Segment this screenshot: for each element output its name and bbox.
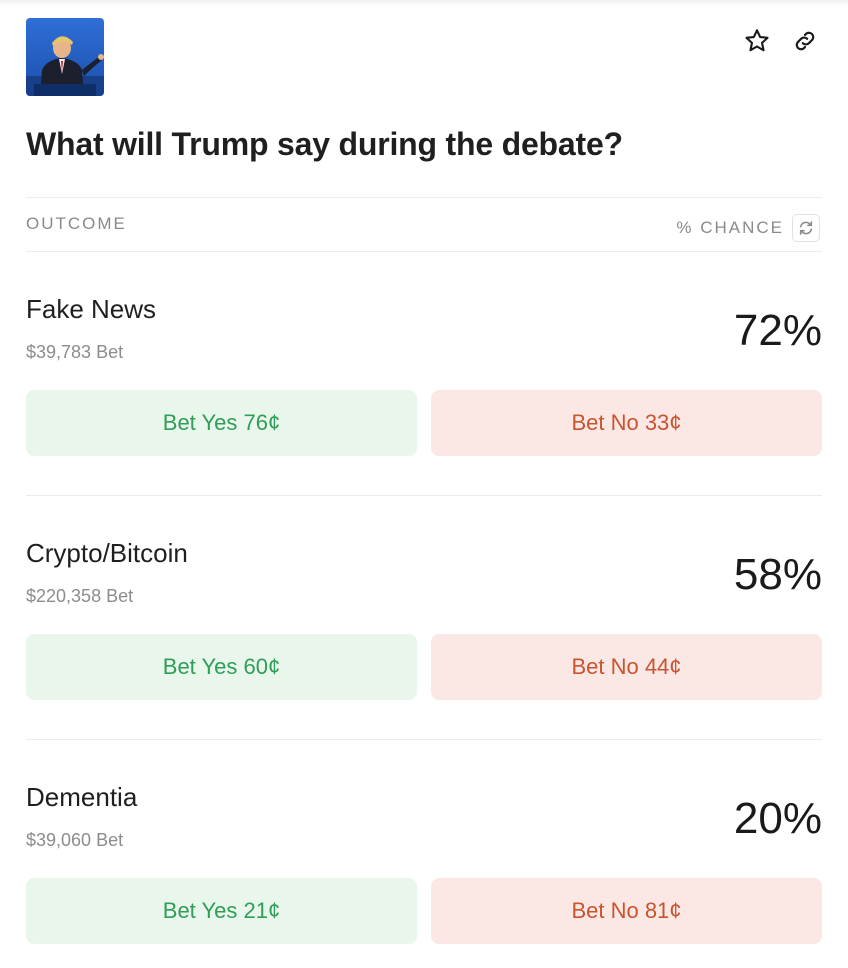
outcome-row-crypto-bitcoin: Crypto/Bitcoin $220,358 Bet 58% Bet Yes … <box>26 538 822 738</box>
column-header-divider <box>26 251 822 252</box>
header-actions <box>742 26 820 56</box>
outcome-divider <box>26 739 822 740</box>
favorite-button[interactable] <box>742 26 772 56</box>
chance-column-header: % CHANCE <box>676 214 820 242</box>
link-icon <box>795 31 815 51</box>
outcome-chance: 72% <box>733 306 822 355</box>
bet-yes-button[interactable]: Bet Yes 21¢ <box>26 878 417 944</box>
bet-yes-button[interactable]: Bet Yes 76¢ <box>26 390 417 456</box>
bet-no-button[interactable]: Bet No 81¢ <box>431 878 822 944</box>
bet-yes-button[interactable]: Bet Yes 60¢ <box>26 634 417 700</box>
star-icon <box>745 29 769 52</box>
refresh-button[interactable] <box>792 214 820 242</box>
share-link-button[interactable] <box>790 26 820 56</box>
outcome-row-dementia: Dementia $39,060 Bet 20% Bet Yes 21¢ Bet… <box>26 782 822 968</box>
bet-no-button[interactable]: Bet No 44¢ <box>431 634 822 700</box>
debate-speaker-thumbnail-icon <box>26 18 104 96</box>
outcome-name: Dementia <box>26 782 138 812</box>
refresh-icon <box>799 221 813 235</box>
bet-buttons: Bet Yes 76¢ Bet No 33¢ <box>26 390 822 456</box>
bet-buttons: Bet Yes 21¢ Bet No 81¢ <box>26 878 822 944</box>
bet-no-button[interactable]: Bet No 33¢ <box>431 390 822 456</box>
outcome-chance: 20% <box>733 794 822 843</box>
header-divider <box>26 197 822 198</box>
top-edge <box>0 0 848 6</box>
outcome-volume: $39,783 Bet <box>26 342 124 362</box>
outcome-chance: 58% <box>733 550 822 599</box>
outcome-row-fake-news: Fake News $39,783 Bet 72% Bet Yes 76¢ Be… <box>26 294 822 494</box>
market-title: What will Trump say during the debate? <box>26 126 623 162</box>
market-thumbnail[interactable] <box>26 18 104 96</box>
chance-column-label: % CHANCE <box>676 218 784 237</box>
bet-buttons: Bet Yes 60¢ Bet No 44¢ <box>26 634 822 700</box>
outcome-volume: $39,060 Bet <box>26 830 124 850</box>
outcome-column-header: OUTCOME <box>26 214 127 233</box>
outcome-divider <box>26 495 822 496</box>
outcome-name: Crypto/Bitcoin <box>26 538 188 568</box>
outcome-name: Fake News <box>26 294 157 324</box>
outcome-volume: $220,358 Bet <box>26 586 134 606</box>
